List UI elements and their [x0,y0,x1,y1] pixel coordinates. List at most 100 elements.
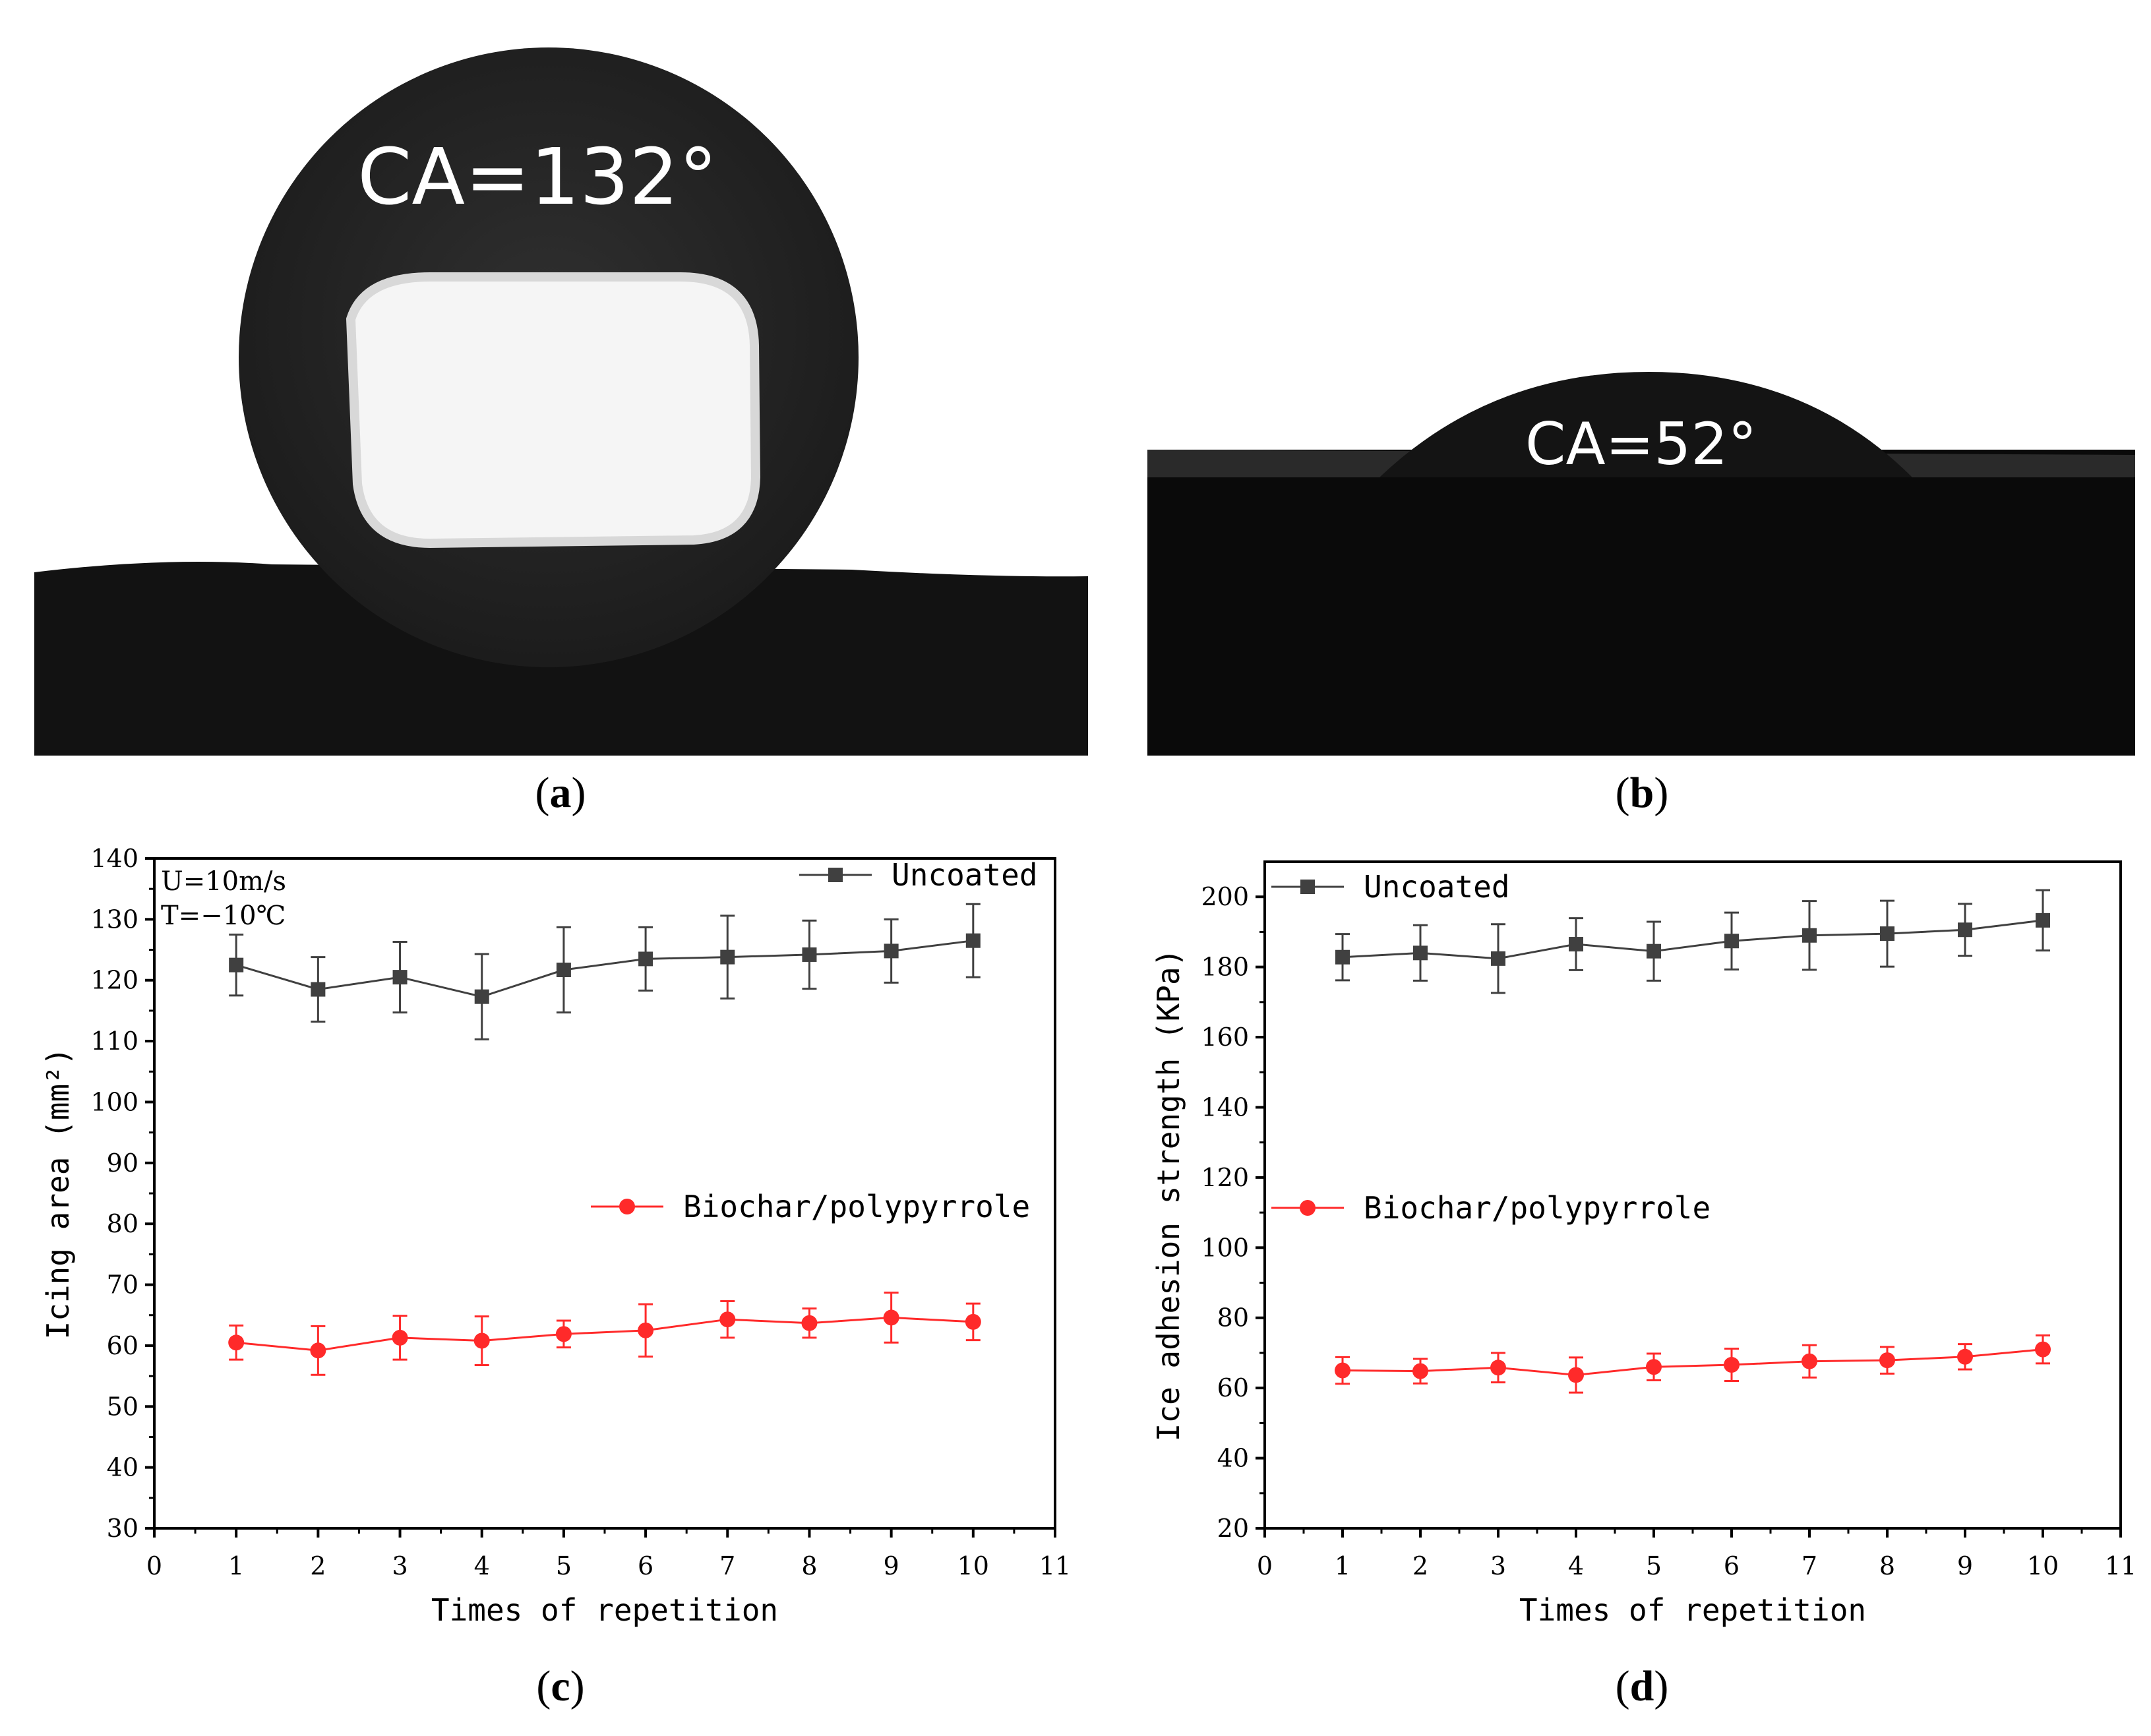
chart-c-y-tick-label: 40 [107,1453,138,1482]
chart-c-data-point [555,1326,572,1342]
chart-d-data-point [1491,951,1505,966]
chart-c-y-tick-label: 130 [90,905,138,934]
photo-contact-angle-b: CA=52° [1147,29,2135,756]
chart-d-data-point [1647,943,1661,959]
chart-d-y-tick-label: 60 [1217,1373,1249,1402]
panel-label-b: (b) [1589,768,1695,818]
panel-label-d-letter: d [1629,1662,1654,1710]
chart-c-plot-frame [153,857,1056,1530]
chart-d-y-tick-label: 80 [1217,1303,1249,1332]
chart-c-data-point [965,1313,981,1330]
chart-c-data-point [638,1322,654,1338]
chart-c-y-tick-label: 140 [90,844,138,873]
chart-d-series-line-1 [1342,1348,2044,1376]
contact-angle-b-text: CA=52° [1525,410,1757,478]
chart-d-plot-frame [1263,860,2122,1530]
chart-d-data-point [2036,913,2050,928]
panel-label-b-letter: b [1629,769,1654,817]
chart-d-y-tick-label: 180 [1201,953,1249,982]
panel-label-d-close: ) [1654,1662,1669,1710]
chart-d-x-tick-label: 3 [1490,1551,1506,1580]
chart-c-y-tick-label: 70 [107,1271,138,1300]
photo-contact-angle-a: CA=132° [34,29,1088,756]
chart-c-y-tick-label: 100 [90,1087,138,1116]
chart-c-data-point [638,951,653,967]
panel-label-a-letter: a [549,769,572,817]
chart-c-x-tick-label: 9 [884,1551,899,1580]
chart-c-legend-marker [619,1199,635,1214]
chart-d-legend-marker [1300,880,1315,894]
chart-d-y-axis-label: Ice adhesion strength (KPa) [1151,949,1186,1442]
chart-c-x-tick-label: 4 [474,1551,490,1580]
chart-c-data-point [720,949,735,965]
chart-c-data-point [310,1342,326,1359]
chart-d-y-tick-label: 160 [1201,1023,1249,1052]
chart-d-data-point [1646,1359,1662,1375]
chart-c-x-tick-label: 7 [719,1551,735,1580]
chart-d-y-tick-label: 100 [1201,1233,1249,1262]
chart-c-y-tick-label: 60 [107,1331,138,1360]
chart-c-data-point [801,1315,818,1331]
chart-c-data-point [802,947,817,962]
chart-c-x-tick-label: 1 [228,1551,244,1580]
panel-label-a-open: ( [535,769,550,817]
panel-label-d: (d) [1589,1661,1695,1712]
chart-c-series-line-0 [235,940,974,998]
chart-d-x-tick-label: 0 [1257,1551,1273,1580]
chart-c-series-line-1 [236,1316,973,1352]
chart-d-data-point [2035,1341,2051,1358]
chart-d-x-tick-label: 10 [2027,1551,2059,1580]
chart-c-data-point [965,933,981,948]
chart-c-data-point [228,1334,245,1351]
chart-d-x-tick-label: 5 [1646,1551,1662,1580]
chart-c-data-point [719,1311,736,1328]
contact-angle-a-text: CA=132° [357,131,717,222]
panel-label-c: (c) [508,1661,613,1712]
chart-d-data-point [1490,1360,1506,1376]
chart-c-y-tick-label: 50 [107,1392,138,1421]
chart-d-x-tick-label: 11 [2105,1551,2136,1580]
chart-c-x-axis-label: Times of repetition [431,1592,778,1628]
chart-d-x-tick-label: 4 [1568,1551,1584,1580]
chart-c-x-tick-label: 11 [1039,1551,1071,1580]
chart-d-x-tick-label: 9 [1957,1551,1973,1580]
chart-c-data-point [392,1329,408,1346]
chart-d-y-tick-label: 140 [1201,1092,1249,1122]
chart-c-x-tick-label: 8 [801,1551,817,1580]
chart-c-legend-label: Uncoated [892,857,1038,893]
chart-d-data-point [1569,937,1583,952]
chart-c-x-tick-label: 6 [638,1551,653,1580]
chart-c-annotation: U=10m/s [161,866,286,897]
chart-d-data-point [1802,1353,1817,1369]
panel-label-a-close: ) [571,769,586,817]
chart-d-x-tick-label: 2 [1412,1551,1428,1580]
chart-d-data-point [1412,1363,1428,1379]
chart-c-y-tick-label: 30 [107,1514,138,1543]
chart-d-y-tick-label: 20 [1217,1514,1249,1543]
panel-label-d-open: ( [1615,1662,1630,1710]
chart-c-data-point [883,1309,899,1326]
chart-d-y-tick-label: 40 [1217,1444,1249,1473]
chart-d-y-tick-label: 120 [1201,1163,1249,1192]
chart-c-legend-marker [828,868,843,882]
chart-c-x-tick-label: 2 [310,1551,326,1580]
panel-label-c-open: ( [536,1662,551,1710]
chart-c-annotation: T=−10℃ [161,901,286,931]
chart-c-data-point [474,989,489,1004]
panel-label-c-close: ) [570,1662,585,1710]
chart-d-series-line-0 [1342,919,2044,960]
panel-label-c-letter: c [551,1662,570,1710]
chart-c-data-point [556,963,571,978]
chart-c-y-tick-label: 90 [107,1149,138,1178]
chart-d-x-tick-label: 8 [1879,1551,1895,1580]
chart-d-y-tick-label: 200 [1201,882,1249,911]
chart-d-data-point [1957,1348,1973,1365]
chart-c-x-tick-label: 3 [392,1551,408,1580]
chart-c-data-point [884,943,899,959]
chart-c-y-tick-label: 120 [90,966,138,995]
chart-c-data-point [392,970,408,985]
chart-d-legend-marker [1300,1200,1316,1216]
chart-c-y-tick-label: 80 [107,1209,138,1238]
chart-d-data-point [1568,1367,1584,1383]
chart-d-data-point [1802,928,1817,943]
